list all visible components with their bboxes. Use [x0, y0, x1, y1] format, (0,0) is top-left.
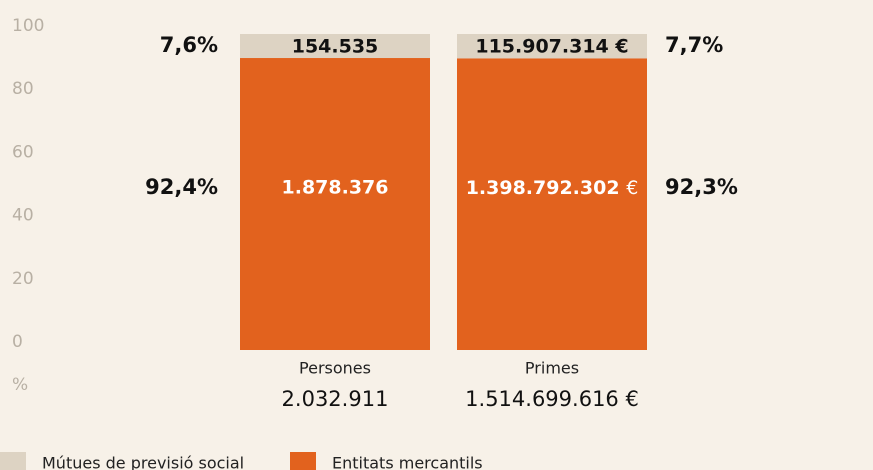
legend-label: Mútues de previsió social: [42, 454, 244, 470]
value-label: 7,6%: [160, 33, 218, 57]
amount-label: 115.907.314 €: [475, 36, 628, 58]
total-label: 2.032.911: [282, 387, 389, 411]
bar-segment: [240, 34, 430, 59]
x-tick-label: Primes: [525, 359, 579, 378]
amount-label: 1.398.792.302 €: [466, 177, 639, 199]
value-label: 92,3%: [665, 175, 738, 199]
amount-number: 1.398.792.302: [466, 177, 626, 199]
value-label: 7,7%: [665, 33, 723, 57]
bar-segment: [240, 58, 430, 351]
bar-segment: [457, 34, 647, 59]
legend-swatch: [0, 452, 26, 470]
value-label: 92,4%: [145, 175, 218, 199]
legend-swatch: [290, 452, 316, 470]
y-axis-label: %: [12, 375, 28, 395]
y-tick-label: 80: [12, 79, 34, 99]
y-tick-label: 20: [12, 269, 34, 289]
amount-unit: €: [626, 177, 638, 199]
bar-segment: [457, 58, 647, 350]
legend-label: Entitats mercantils: [332, 454, 483, 470]
y-tick-label: 60: [12, 142, 34, 162]
x-tick-label: Persones: [299, 359, 371, 378]
total-label: 1.514.699.616 €: [465, 387, 639, 411]
amount-label: 154.535: [292, 36, 379, 58]
y-tick-label: 100: [12, 16, 44, 36]
y-tick-label: 40: [12, 206, 34, 226]
y-tick-label: 0: [12, 332, 23, 352]
amount-label: 1.878.376: [282, 177, 389, 199]
